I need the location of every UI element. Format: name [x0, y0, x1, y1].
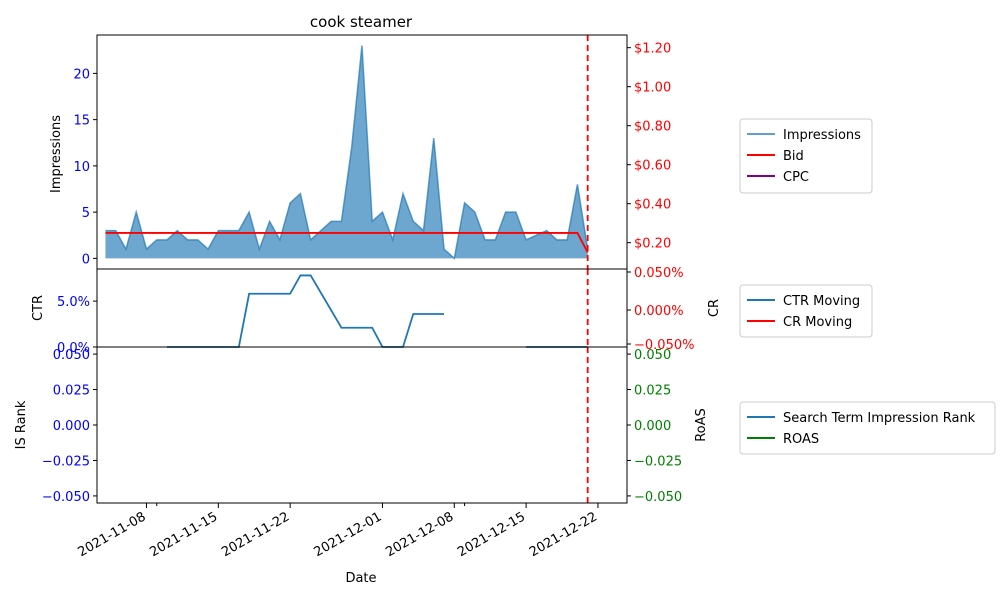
bottom-y-tick-label: −0.025 — [42, 454, 90, 469]
bottom-y2-tick-label: −0.025 — [634, 454, 682, 469]
legend-label: CR Moving — [783, 315, 852, 330]
mid-y-axis-label: CTR — [31, 295, 46, 321]
top-y2-tick-label: $0.20 — [634, 237, 671, 252]
top-y-axis-label: Impressions — [49, 115, 64, 193]
bottom-y-axis-label: IS Rank — [14, 400, 29, 449]
bid-line — [105, 232, 589, 253]
legend-label: Bid — [783, 149, 804, 164]
legend-label: CTR Moving — [783, 294, 860, 309]
ctr-moving-line — [167, 274, 445, 348]
x-tick-label: 2021-12-22 — [527, 509, 600, 560]
impressions-line — [105, 45, 589, 260]
bottom-y2-axis-label: RoAS — [694, 408, 709, 442]
top-y-tick-label: 20 — [73, 67, 90, 82]
legend-label: CPC — [783, 170, 809, 185]
top-y2-tick-label: $0.60 — [634, 159, 671, 174]
bottom-y2-tick-label: 0.000 — [634, 419, 671, 434]
x-tick-label: 2021-11-08 — [76, 509, 149, 560]
bottom-y2-tick-label: −0.050 — [634, 490, 682, 505]
top-y-tick-label: 5 — [82, 206, 90, 221]
bottom-axes-frame — [96, 346, 628, 504]
legend-box — [739, 401, 996, 455]
legend-label: ROAS — [783, 432, 819, 447]
x-tick-label: 2021-12-08 — [383, 509, 456, 560]
plot-layer: 0 5 10 15 20 $0.20 $0.40 $0.60 $0.80 $1.00 $1.20 0.… — [42, 34, 996, 560]
mid-y2-axis-label: CR — [707, 299, 722, 317]
x-axis-label: Date — [345, 571, 376, 586]
legend-label: Impressions — [783, 128, 861, 143]
bottom-y-tick-label: 0.000 — [53, 419, 90, 434]
x-tick-label: 2021-12-15 — [455, 509, 528, 560]
bottom-y2-tick-label: 0.025 — [634, 384, 671, 399]
top-y2-tick-label: $0.40 — [634, 198, 671, 213]
mid-y2-tick-label: −0.050% — [634, 338, 694, 353]
bottom-y-tick-label: −0.050 — [42, 490, 90, 505]
mid-y2-tick-label: 0.050% — [634, 266, 684, 281]
bottom-y2-tick-label: 0.050 — [634, 348, 671, 363]
top-y2-tick-label: $1.20 — [634, 42, 671, 57]
bottom-y-tick-label: 0.050 — [53, 348, 90, 363]
x-tick-label: 2021-11-22 — [219, 509, 292, 560]
legend-box — [739, 284, 873, 338]
x-tick-label: 2021-11-15 — [147, 509, 220, 560]
legend-label: Search Term Impression Rank — [783, 411, 976, 426]
bottom-y-tick-label: 0.025 — [53, 384, 90, 399]
top-y-tick-label: 15 — [73, 114, 90, 129]
impressions-area — [105, 45, 588, 259]
top-y2-tick-label: $1.00 — [634, 81, 671, 96]
legend-box — [739, 118, 873, 194]
top-y2-tick-label: $0.80 — [634, 120, 671, 135]
mid-y2-tick-label: 0.000% — [634, 304, 684, 319]
chart-title: cook steamer — [310, 13, 413, 31]
mid-y-tick-label: 0.0% — [57, 341, 90, 356]
x-tick-label: 2021-12-01 — [312, 509, 385, 560]
mid-axes-frame — [96, 268, 628, 348]
top-y-tick-label: 10 — [73, 160, 90, 175]
top-y-tick-label: 0 — [82, 252, 90, 267]
mid-y-tick-label: 5.0% — [57, 295, 90, 310]
